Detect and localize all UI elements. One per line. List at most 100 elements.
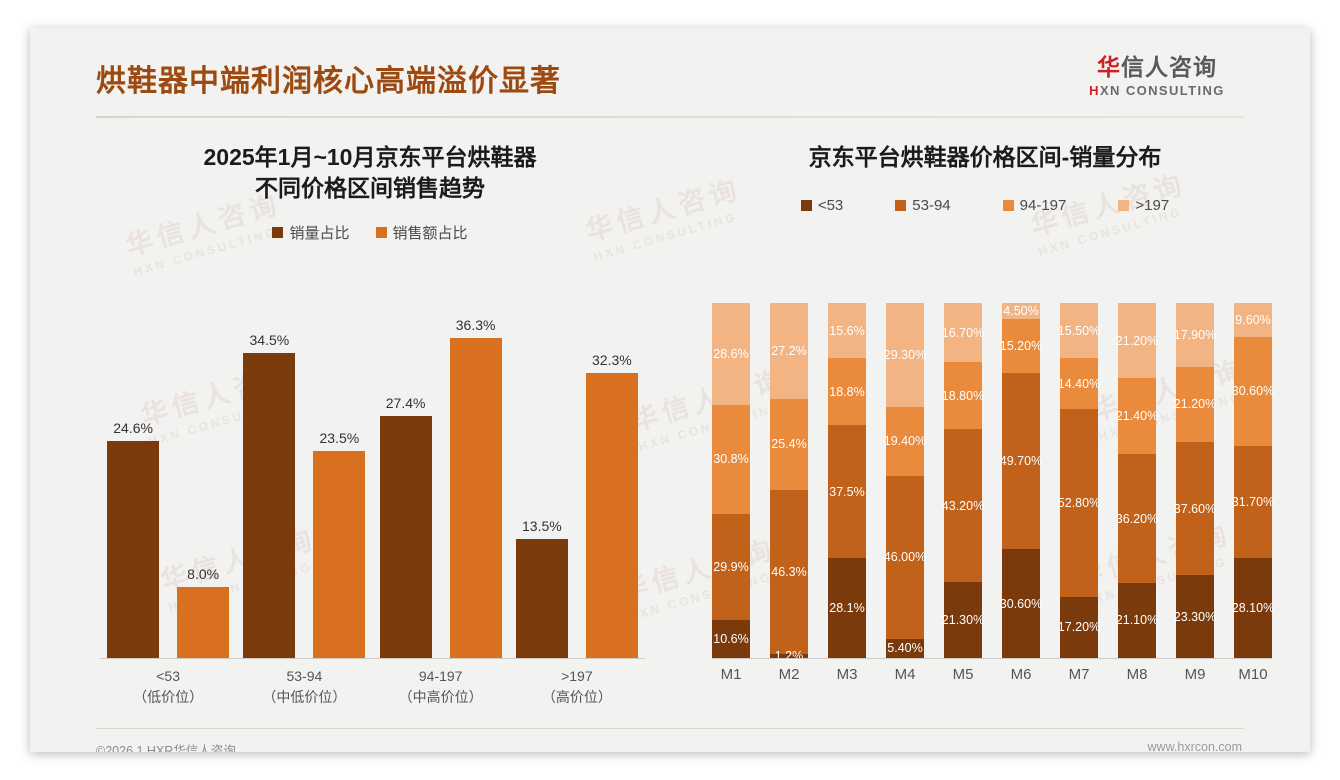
x-axis-tick: M5 — [952, 666, 974, 683]
stacked-bar[interactable]: 27.2% 25.4% 46.3% 1.2% — [770, 303, 808, 663]
stacked-bar-segment[interactable]: 30.8% — [712, 404, 750, 515]
stacked-bar-segment[interactable]: 18.80% — [941, 362, 985, 430]
stacked-bar-segment[interactable]: 1.2% — [770, 649, 808, 663]
bar-value-label: 24.6% — [113, 419, 153, 436]
segment-value-label: 17.90% — [1173, 327, 1217, 342]
stacked-bar-segment[interactable]: 18.8% — [828, 358, 866, 426]
left-chart-title-line2: 不同价格区间销售趋势 — [255, 175, 485, 201]
company-logo: 华信人咨询 HXN CONSULTING — [1072, 54, 1242, 98]
left-legend-item[interactable]: 销售额占比 — [375, 222, 468, 243]
bar-group: 27.4% 36.3% — [373, 296, 509, 658]
stacked-bar-segment[interactable]: 28.10% — [1232, 558, 1274, 658]
stacked-bar-segment[interactable]: 46.3% — [770, 489, 808, 654]
bar-fill — [177, 587, 230, 658]
stacked-bar-segment[interactable]: 17.90% — [1173, 303, 1217, 367]
left-chart-legend: 销量占比 销售额占比 — [70, 222, 670, 243]
left-chart-title-line1: 2025年1月~10月京东平台烘鞋器 — [203, 144, 537, 170]
stacked-bar-segment[interactable]: 29.30% — [884, 303, 926, 407]
stacked-bar-segment[interactable]: 28.1% — [828, 558, 866, 658]
stacked-bar-segment[interactable]: 17.20% — [1058, 596, 1100, 658]
legend-label: >197 — [1135, 197, 1170, 214]
stacked-bar-segment[interactable]: 25.4% — [770, 399, 808, 490]
stacked-bar-segment[interactable]: 30.60% — [1232, 337, 1274, 446]
segment-value-label: 18.80% — [941, 388, 985, 403]
stacked-bar-segment[interactable]: 21.40% — [1115, 378, 1159, 455]
legend-swatch-icon — [800, 200, 812, 211]
stacked-bar-segment[interactable]: 19.40% — [884, 406, 926, 476]
stacked-bar-segment[interactable]: 21.20% — [1174, 366, 1216, 442]
logo-chinese-rest: 信人咨询 — [1121, 54, 1217, 80]
bar[interactable]: 34.5% — [243, 332, 296, 658]
stacked-bar[interactable]: 29.30% 19.40% 46.00% 5.40% — [884, 303, 926, 658]
stacked-bar[interactable]: 16.70% 18.80% 43.20% 21.30% — [941, 303, 985, 658]
stacked-bar-segment[interactable]: 29.9% — [712, 514, 750, 621]
stacked-bar-segment[interactable]: 27.2% — [770, 303, 808, 400]
stacked-bar-segment[interactable]: 21.30% — [941, 582, 985, 658]
x-axis-tick-sub: （高价位） — [541, 689, 612, 705]
stacked-bar-segment[interactable]: 49.70% — [999, 372, 1043, 550]
bar[interactable]: 24.6% — [107, 420, 160, 658]
logo-chinese-red: 华 — [1097, 54, 1121, 80]
right-legend-item[interactable]: 94-197 — [1002, 197, 1066, 214]
stacked-bar-segment[interactable]: 5.40% — [886, 638, 924, 658]
right-legend-item[interactable]: >197 — [1118, 197, 1169, 214]
stacked-bar[interactable]: 15.6% 18.8% 37.5% 28.1% — [828, 303, 866, 658]
stacked-bar[interactable]: 28.6% 30.8% 29.9% 10.6% — [712, 303, 750, 658]
segment-value-label: 9.60% — [1235, 313, 1271, 328]
stacked-bar-segment[interactable]: 30.60% — [1000, 549, 1042, 658]
stacked-bar-segment[interactable]: 52.80% — [1058, 409, 1100, 597]
stacked-bar-segment[interactable]: 28.6% — [712, 303, 750, 405]
stacked-bar-segment[interactable]: 37.5% — [828, 425, 866, 559]
stacked-bar-segment[interactable]: 14.40% — [1058, 358, 1100, 410]
bar[interactable]: 27.4% — [379, 395, 432, 658]
segment-value-label: 49.70% — [999, 454, 1043, 469]
stacked-bar-segment[interactable]: 36.20% — [1115, 454, 1159, 583]
stacked-bar-segment[interactable]: 43.20% — [942, 429, 984, 583]
bar[interactable]: 23.5% — [313, 430, 366, 658]
right-x-axis-line — [712, 658, 1272, 659]
x-axis-tick-main: 94-197 — [418, 668, 463, 684]
bar[interactable]: 13.5% — [515, 518, 568, 658]
segment-value-label: 15.20% — [999, 338, 1043, 353]
slide-header: 烘鞋器中端利润核心高端溢价显著 华信人咨询 HXN CONSULTING — [30, 28, 1310, 120]
segment-value-label: 21.30% — [941, 613, 985, 628]
slide-canvas: 华信人咨询 HXN CONSULTING 华信人咨询 HXN CONSULTIN… — [30, 28, 1310, 752]
right-legend-item[interactable]: <53 — [800, 197, 843, 214]
x-axis-tick-sub: （低价位） — [133, 689, 204, 705]
legend-swatch-icon — [895, 200, 907, 211]
x-axis-tick: 53-94 （中低价位） — [236, 666, 372, 708]
stacked-bar-segment[interactable]: 21.20% — [1116, 303, 1158, 379]
stacked-bar-segment[interactable]: 4.50% — [1002, 303, 1040, 319]
bar[interactable]: 8.0% — [177, 566, 230, 658]
stacked-bar-segment[interactable]: 37.60% — [1174, 441, 1216, 576]
segment-value-label: 37.5% — [829, 484, 865, 499]
legend-swatch-icon — [1118, 200, 1130, 211]
stacked-bar[interactable]: 15.50% 14.40% 52.80% 17.20% — [1057, 303, 1101, 658]
segment-value-label: 46.3% — [771, 564, 807, 579]
segment-value-label: 21.40% — [1115, 409, 1159, 424]
left-legend-item[interactable]: 销量占比 — [272, 222, 350, 243]
stacked-bar-segment[interactable]: 9.60% — [1234, 303, 1272, 338]
stacked-bar-segment[interactable]: 10.6% — [712, 620, 750, 658]
segment-value-label: 36.20% — [1115, 511, 1159, 526]
stacked-bar[interactable]: 4.50% 15.20% 49.70% 30.60% — [999, 303, 1043, 658]
stacked-bar[interactable]: 9.60% 30.60% 31.70% 28.10% — [1232, 303, 1274, 658]
right-legend-item[interactable]: 53-94 — [895, 197, 951, 214]
segment-value-label: 27.2% — [771, 344, 807, 359]
stacked-bar-segment[interactable]: 21.10% — [1116, 582, 1158, 658]
bar[interactable]: 36.3% — [449, 317, 502, 658]
stacked-bar-segment[interactable]: 31.70% — [1232, 445, 1274, 559]
stacked-bar[interactable]: 17.90% 21.20% 37.60% 23.30% — [1173, 303, 1217, 658]
stacked-bar-segment[interactable]: 46.00% — [884, 475, 926, 639]
stacked-bar-segment[interactable]: 16.70% — [942, 303, 984, 363]
stacked-bar-segment[interactable]: 15.6% — [828, 303, 866, 359]
stacked-bar-segment[interactable]: 23.30% — [1174, 575, 1216, 658]
x-axis-tick: M1 — [720, 666, 742, 683]
stacked-bar-segment[interactable]: 15.20% — [999, 318, 1043, 373]
x-axis-tick-main: >197 — [561, 668, 593, 684]
segment-value-label: 15.50% — [1057, 323, 1101, 338]
bar[interactable]: 32.3% — [585, 352, 638, 658]
stacked-bar[interactable]: 21.20% 21.40% 36.20% 21.10% — [1115, 303, 1159, 658]
stacked-bar-segment[interactable]: 15.50% — [1057, 303, 1101, 359]
bar-fill — [585, 372, 638, 658]
